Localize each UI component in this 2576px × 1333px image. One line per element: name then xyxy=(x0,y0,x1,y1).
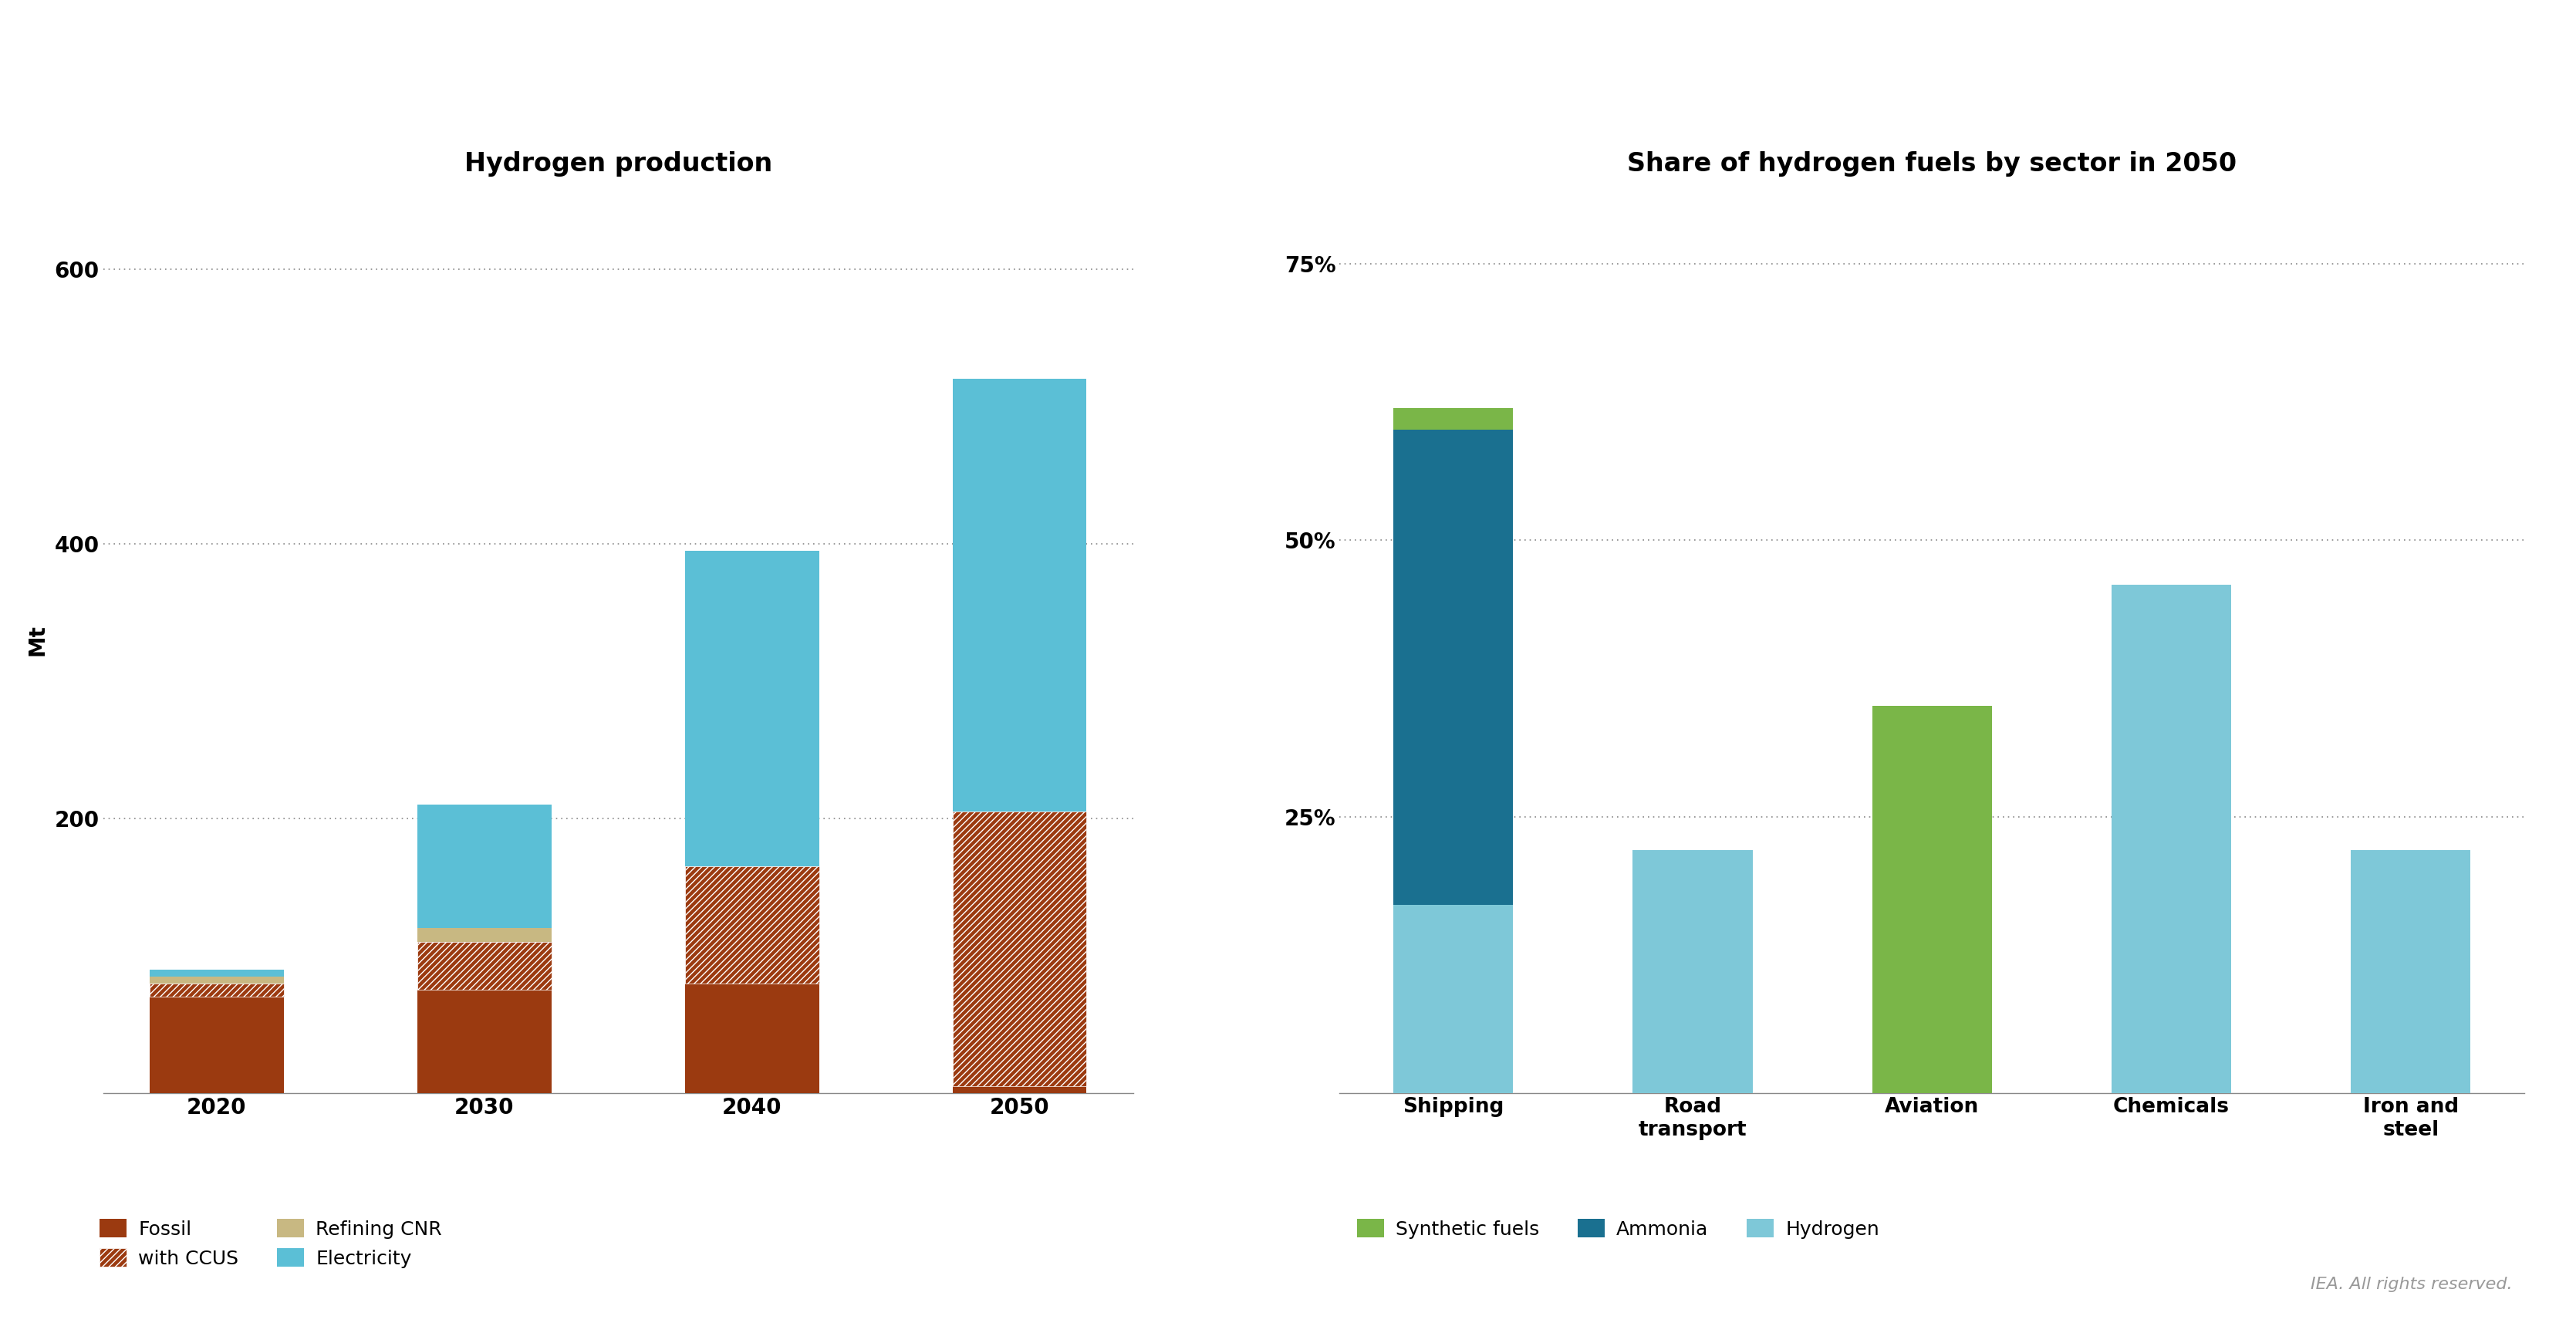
Bar xyxy=(953,1086,1087,1093)
Bar xyxy=(149,969,283,976)
Legend: Synthetic fuels, Ammonia, Hydrogen: Synthetic fuels, Ammonia, Hydrogen xyxy=(1350,1212,1888,1246)
Bar xyxy=(2112,585,2231,1093)
Bar xyxy=(2352,850,2470,1093)
Bar xyxy=(1633,850,1752,1093)
Bar xyxy=(149,976,283,984)
Bar xyxy=(1873,706,1991,1093)
Bar xyxy=(953,379,1087,812)
Title: Hydrogen production: Hydrogen production xyxy=(464,152,773,177)
Bar xyxy=(953,812,1087,1086)
Bar xyxy=(1394,429,1512,905)
Bar xyxy=(149,997,283,1093)
Bar xyxy=(685,866,819,984)
Legend: Fossil, with CCUS, Refining CNR, Electricity: Fossil, with CCUS, Refining CNR, Electri… xyxy=(93,1212,451,1276)
Text: IEA. All rights reserved.: IEA. All rights reserved. xyxy=(2311,1277,2512,1293)
Bar xyxy=(417,990,551,1093)
Y-axis label: Mt: Mt xyxy=(26,624,49,656)
Bar xyxy=(417,928,551,942)
Bar xyxy=(1394,408,1512,429)
Bar xyxy=(685,984,819,1093)
Bar xyxy=(685,551,819,866)
Bar xyxy=(417,942,551,990)
Bar xyxy=(149,984,283,997)
Bar xyxy=(417,805,551,928)
Bar xyxy=(1394,905,1512,1093)
Title: Share of hydrogen fuels by sector in 2050: Share of hydrogen fuels by sector in 205… xyxy=(1628,152,2236,177)
